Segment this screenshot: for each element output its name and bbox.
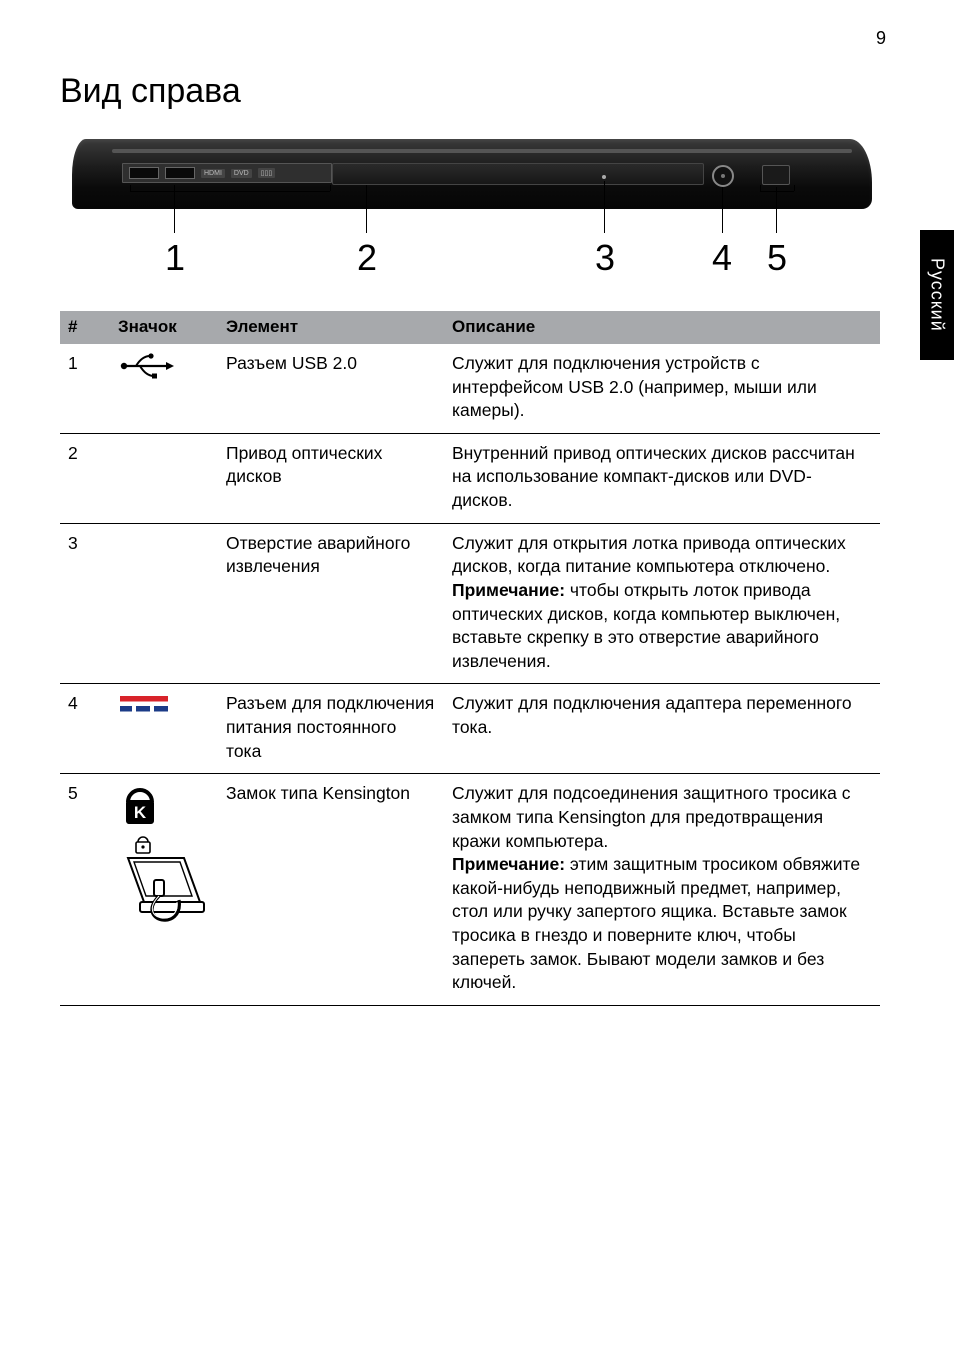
diagram-label-3: 3 xyxy=(595,237,615,279)
leader-line xyxy=(722,187,723,233)
row-desc: Внутренний привод оптических дисков расс… xyxy=(444,433,880,523)
col-header-element: Элемент xyxy=(218,311,444,344)
hdmi-badge: HDMI xyxy=(201,169,225,178)
desc-pre: Служит для подсоединения защитного троси… xyxy=(452,783,850,850)
right-side-diagram: HDMI DVD ▯▯▯ 1 2 3 4 5 xyxy=(62,133,882,293)
row-element: Замок типа Kensington xyxy=(218,774,444,1006)
diagram-label-5: 5 xyxy=(767,237,787,279)
row-element: Разъем USB 2.0 xyxy=(218,344,444,433)
dc-jack xyxy=(712,165,734,187)
leader-line xyxy=(174,185,175,233)
svg-text:K: K xyxy=(134,803,147,822)
lid-slit xyxy=(112,149,852,153)
leader-line xyxy=(330,185,331,191)
row-desc: Служит для подключения адаптера переменн… xyxy=(444,684,880,774)
usb-slot xyxy=(129,167,159,179)
col-header-icon: Значок xyxy=(110,311,218,344)
row-desc: Служит для подключения устройств с интер… xyxy=(444,344,880,433)
eject-pinhole xyxy=(602,175,606,179)
row-num: 2 xyxy=(60,433,110,523)
leader-line xyxy=(794,185,795,191)
spec-table: # Значок Элемент Описание 1 xyxy=(60,311,880,1006)
diagram-label-1: 1 xyxy=(165,237,185,279)
optical-drive-tray xyxy=(332,163,704,185)
dc-power-icon xyxy=(110,684,218,774)
kensington-slot xyxy=(762,165,790,185)
section-title: Вид справа xyxy=(60,72,894,111)
leader-line xyxy=(776,187,777,233)
leader-line xyxy=(604,181,605,233)
table-row: 2 Привод оптических дисков Внутренний пр… xyxy=(60,433,880,523)
kensington-icon: K xyxy=(110,774,218,1006)
usb-icon xyxy=(110,344,218,433)
row-num: 5 xyxy=(60,774,110,1006)
row-desc: Служит для открытия лотка привода оптиче… xyxy=(444,523,880,684)
table-row: 3 Отверстие аварийного извлечения Служит… xyxy=(60,523,880,684)
usb-slot xyxy=(165,167,195,179)
label-badge: ▯▯▯ xyxy=(258,168,276,178)
diagram-label-4: 4 xyxy=(712,237,732,279)
dvd-badge: DVD xyxy=(231,169,252,178)
row-num: 4 xyxy=(60,684,110,774)
table-row: 5 K xyxy=(60,774,880,1006)
table-row: 1 Разъем USB 2.0 Служит для подключения … xyxy=(60,344,880,433)
language-tab: Русский xyxy=(920,230,954,360)
row-num: 3 xyxy=(60,523,110,684)
no-icon xyxy=(110,433,218,523)
leader-line xyxy=(130,185,131,191)
usb-panel: HDMI DVD ▯▯▯ xyxy=(122,163,332,183)
col-header-desc: Описание xyxy=(444,311,880,344)
desc-post: этим защитным тросиком обвяжите какой-ни… xyxy=(452,854,860,992)
row-element: Отверстие аварийного извлечения xyxy=(218,523,444,684)
note-label: Примечание: xyxy=(452,854,565,874)
leader-line xyxy=(760,191,794,192)
note-label: Примечание: xyxy=(452,580,565,600)
row-element: Привод оптических дисков xyxy=(218,433,444,523)
col-header-num: # xyxy=(60,311,110,344)
diagram-label-2: 2 xyxy=(357,237,377,279)
leader-line xyxy=(760,185,761,191)
no-icon xyxy=(110,523,218,684)
table-header-row: # Значок Элемент Описание xyxy=(60,311,880,344)
leader-line xyxy=(130,191,330,192)
row-element: Разъем для подключения питания постоянно… xyxy=(218,684,444,774)
row-num: 1 xyxy=(60,344,110,433)
leader-line xyxy=(366,185,367,233)
row-desc: Служит для подсоединения защитного троси… xyxy=(444,774,880,1006)
table-row: 4 Разъем для подключения питания постоян… xyxy=(60,684,880,774)
desc-pre: Служит для открытия лотка привода оптиче… xyxy=(452,533,846,577)
page-number: 9 xyxy=(876,28,886,49)
